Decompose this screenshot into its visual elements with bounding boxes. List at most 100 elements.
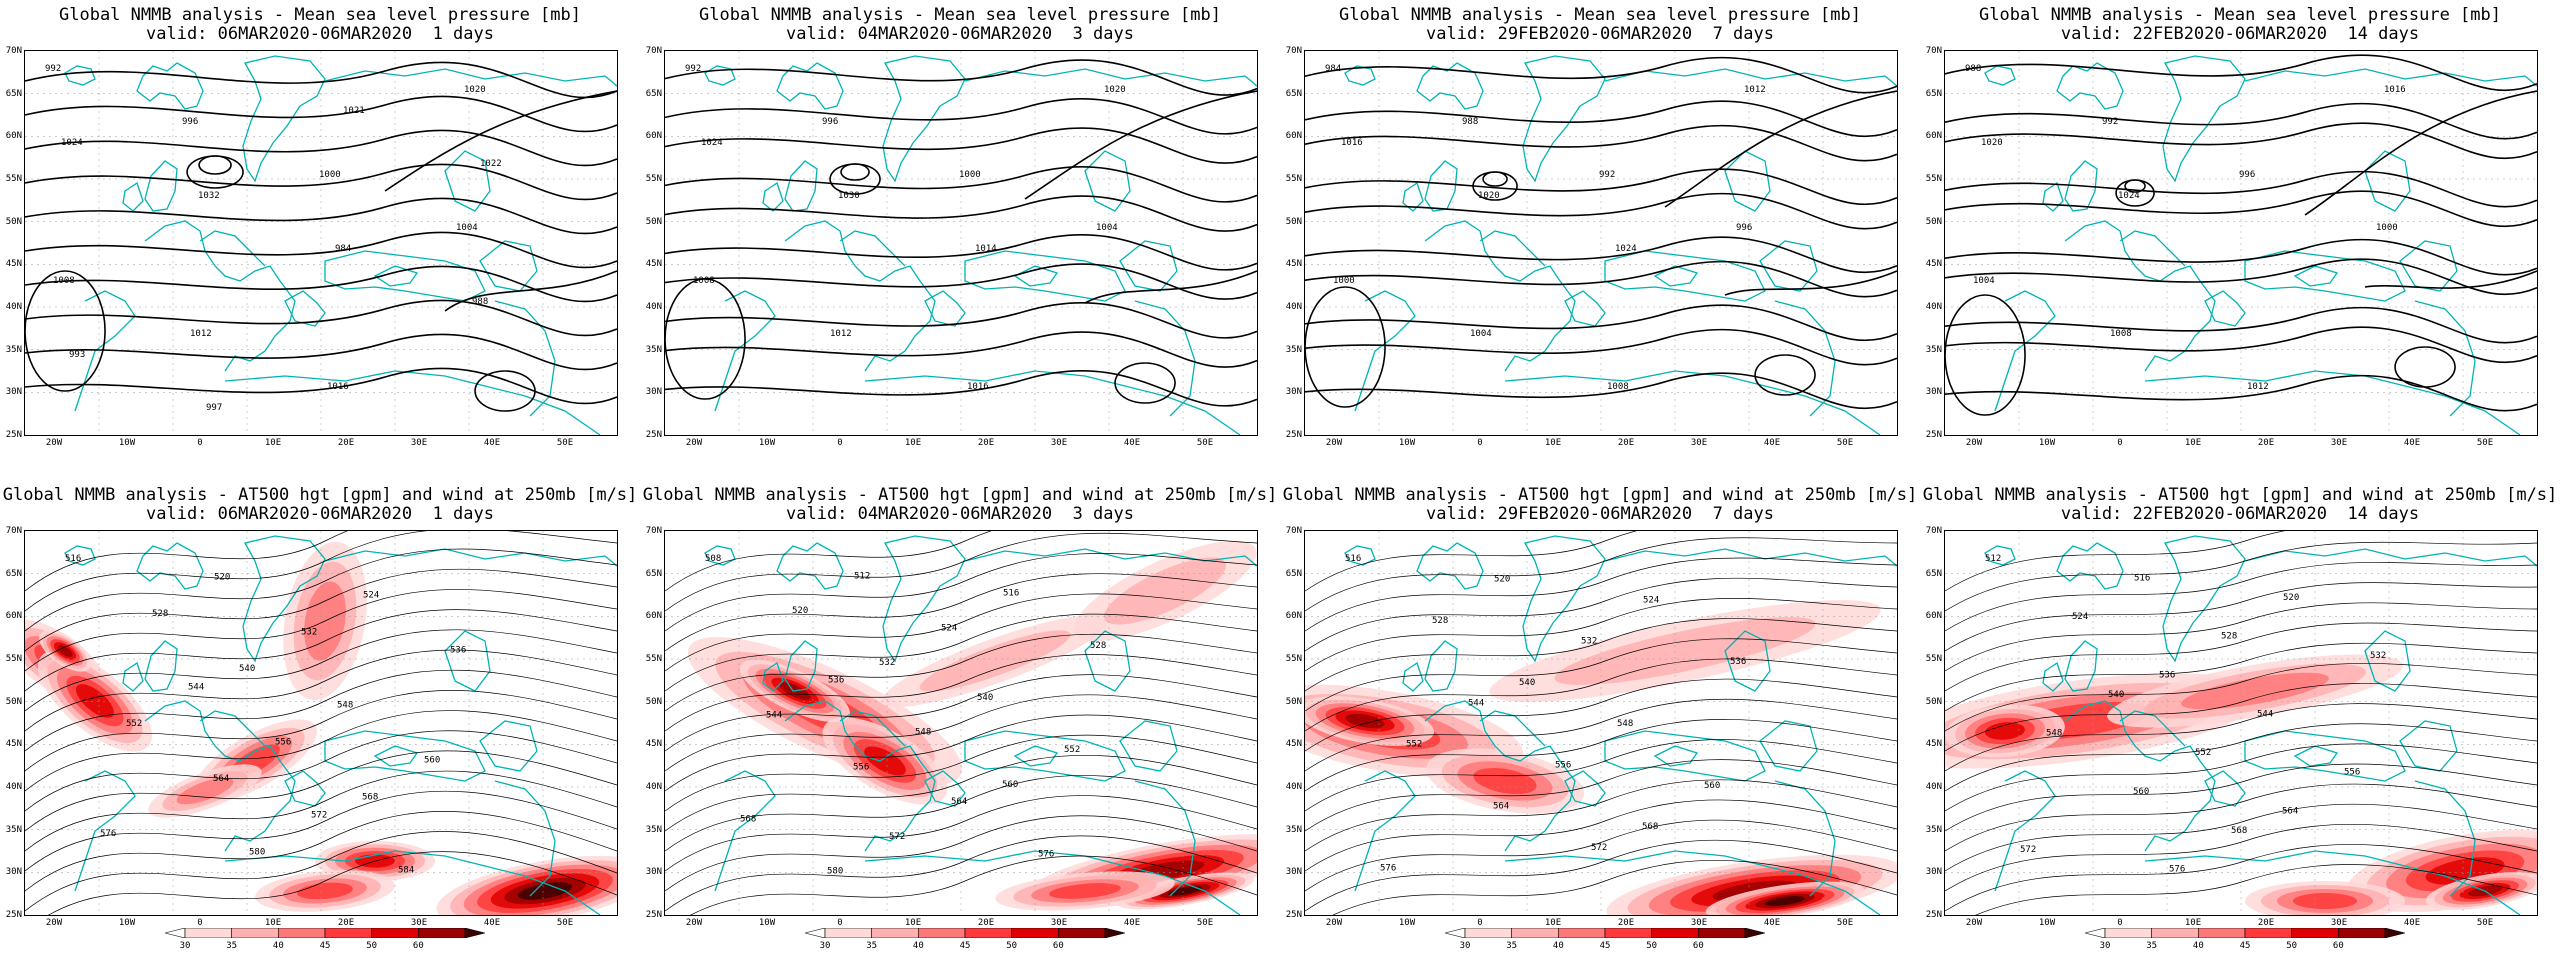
height-contour xyxy=(25,750,617,832)
longitude-label: 0 xyxy=(1477,438,1483,448)
contour-label: 1008 xyxy=(693,276,715,286)
colorbar-segment xyxy=(1011,928,1059,938)
isobar xyxy=(25,197,617,235)
latitude-label: 55N xyxy=(5,174,22,184)
colorbar-label: 35 xyxy=(2146,941,2158,951)
coastline xyxy=(1522,535,1606,663)
height-contour xyxy=(665,531,992,592)
coastline xyxy=(839,710,906,747)
map-canvas: 512 516 520 524 528 532 536 540 544 548 552 556 560 5… xyxy=(1945,531,2537,915)
colorbar-label: 35 xyxy=(226,941,238,951)
latitude-label: 40N xyxy=(1285,302,1302,312)
coastline xyxy=(479,720,538,772)
colorbar-segment xyxy=(1445,928,1466,938)
isobar xyxy=(1945,258,2537,296)
colorbar-label: 60 xyxy=(412,941,424,951)
isobar xyxy=(840,163,870,181)
height-contour xyxy=(665,815,1257,892)
longitude-label: 40E xyxy=(1123,438,1141,448)
latitude-label: 70N xyxy=(645,526,662,536)
colorbar-segment xyxy=(2291,928,2339,938)
contour-label: 992 xyxy=(2102,117,2118,127)
isobar xyxy=(2304,90,2537,216)
coastline xyxy=(784,160,818,212)
wind-speed-band xyxy=(1167,886,1203,896)
longitude-label: 0 xyxy=(197,438,203,448)
longitude-label: 20W xyxy=(685,918,703,928)
contour-label: 988 xyxy=(472,297,488,307)
contour-label: 1024 xyxy=(701,138,723,148)
colorbar-label: 50 xyxy=(2286,941,2298,951)
contour-label: 1030 xyxy=(838,191,860,201)
map-frame: 516 520 524 528 532 536 540 544 548 552 556 560 564 5… xyxy=(1304,530,1898,916)
latitude-label: 40N xyxy=(5,302,22,312)
coastline xyxy=(1724,630,1771,692)
longitude-label: 10E xyxy=(2184,438,2202,448)
isobar xyxy=(1945,170,2537,208)
longitude-label: 10E xyxy=(1544,918,1562,928)
longitude-label: 10E xyxy=(904,918,922,928)
isobar xyxy=(1024,90,1257,200)
coastline xyxy=(136,542,204,590)
contour-label: 1000 xyxy=(1333,276,1355,286)
isobar xyxy=(665,195,1257,232)
wind-speed-band xyxy=(1345,713,1385,729)
latitude-label: 70N xyxy=(1285,526,1302,536)
contour-label: 568 xyxy=(740,815,756,825)
colorbar-segment xyxy=(964,928,1012,938)
longitude-label: 30E xyxy=(1050,918,1068,928)
contour-label: 516 xyxy=(1345,554,1361,564)
wind-speed-band xyxy=(1049,883,1121,899)
longitude-label: 10W xyxy=(1398,918,1416,928)
contour-label: 1008 xyxy=(1607,382,1629,392)
contour-label: 992 xyxy=(685,64,701,74)
colorbar-segment xyxy=(918,928,966,938)
latitude-label: 30N xyxy=(1925,387,1942,398)
latitude-label: 25N xyxy=(1285,430,1302,440)
contour-label: 548 xyxy=(2046,729,2062,739)
isobar xyxy=(1664,90,1897,208)
height-contour xyxy=(1305,799,1897,872)
z500-panel-3d: Global NMMB analysis - AT500 hgt [gpm] a… xyxy=(640,480,1280,960)
contour-label: 524 xyxy=(363,591,379,601)
contour-label: 996 xyxy=(1736,223,1752,233)
longitude-label: 10E xyxy=(264,438,282,448)
isobar xyxy=(1724,270,1897,296)
coastline xyxy=(964,250,1126,302)
longitude-label: 40E xyxy=(1763,438,1781,448)
coastline xyxy=(2144,850,2521,915)
latitude-label: 45N xyxy=(1285,259,1302,270)
coastline xyxy=(144,220,296,372)
coastline xyxy=(224,850,601,915)
isobar xyxy=(444,270,617,312)
map-canvas: 984 988 992 996 1000 1004 1008 1012 1016 1020 1024 xyxy=(1305,51,1897,435)
longitude-label: 0 xyxy=(837,918,843,928)
map-canvas: 516 520 524 528 532 536 540 544 548 552 556 560 564 5… xyxy=(25,531,617,915)
coastline xyxy=(2364,150,2411,212)
height-contour xyxy=(1975,864,2537,915)
contour-label: 560 xyxy=(424,756,440,766)
longitude-label: 50E xyxy=(2476,918,2494,928)
latitude-label: 65N xyxy=(5,568,22,579)
coastline xyxy=(1424,640,1458,692)
coastline xyxy=(1604,548,1897,567)
contour-label: 516 xyxy=(2134,573,2150,583)
latitude-label: 25N xyxy=(1925,430,1942,440)
height-contour xyxy=(1945,582,2537,652)
longitude-label: 20W xyxy=(45,438,63,448)
contour-label: 572 xyxy=(311,811,327,821)
coastline xyxy=(1604,250,1766,302)
coastline xyxy=(1504,370,1881,435)
isobar xyxy=(2394,346,2456,388)
coastline xyxy=(784,640,818,692)
latitude-label: 30N xyxy=(1285,387,1302,398)
height-contour xyxy=(25,649,617,732)
coastline xyxy=(2244,548,2537,567)
height-contour xyxy=(1945,723,2537,792)
coastline xyxy=(1564,770,1606,807)
contour-label: 548 xyxy=(337,701,353,711)
contour-label: 532 xyxy=(2370,651,2386,661)
longitude-label: 40E xyxy=(1123,918,1141,928)
contour-label: 1004 xyxy=(456,223,478,233)
height-contour xyxy=(665,714,1257,792)
